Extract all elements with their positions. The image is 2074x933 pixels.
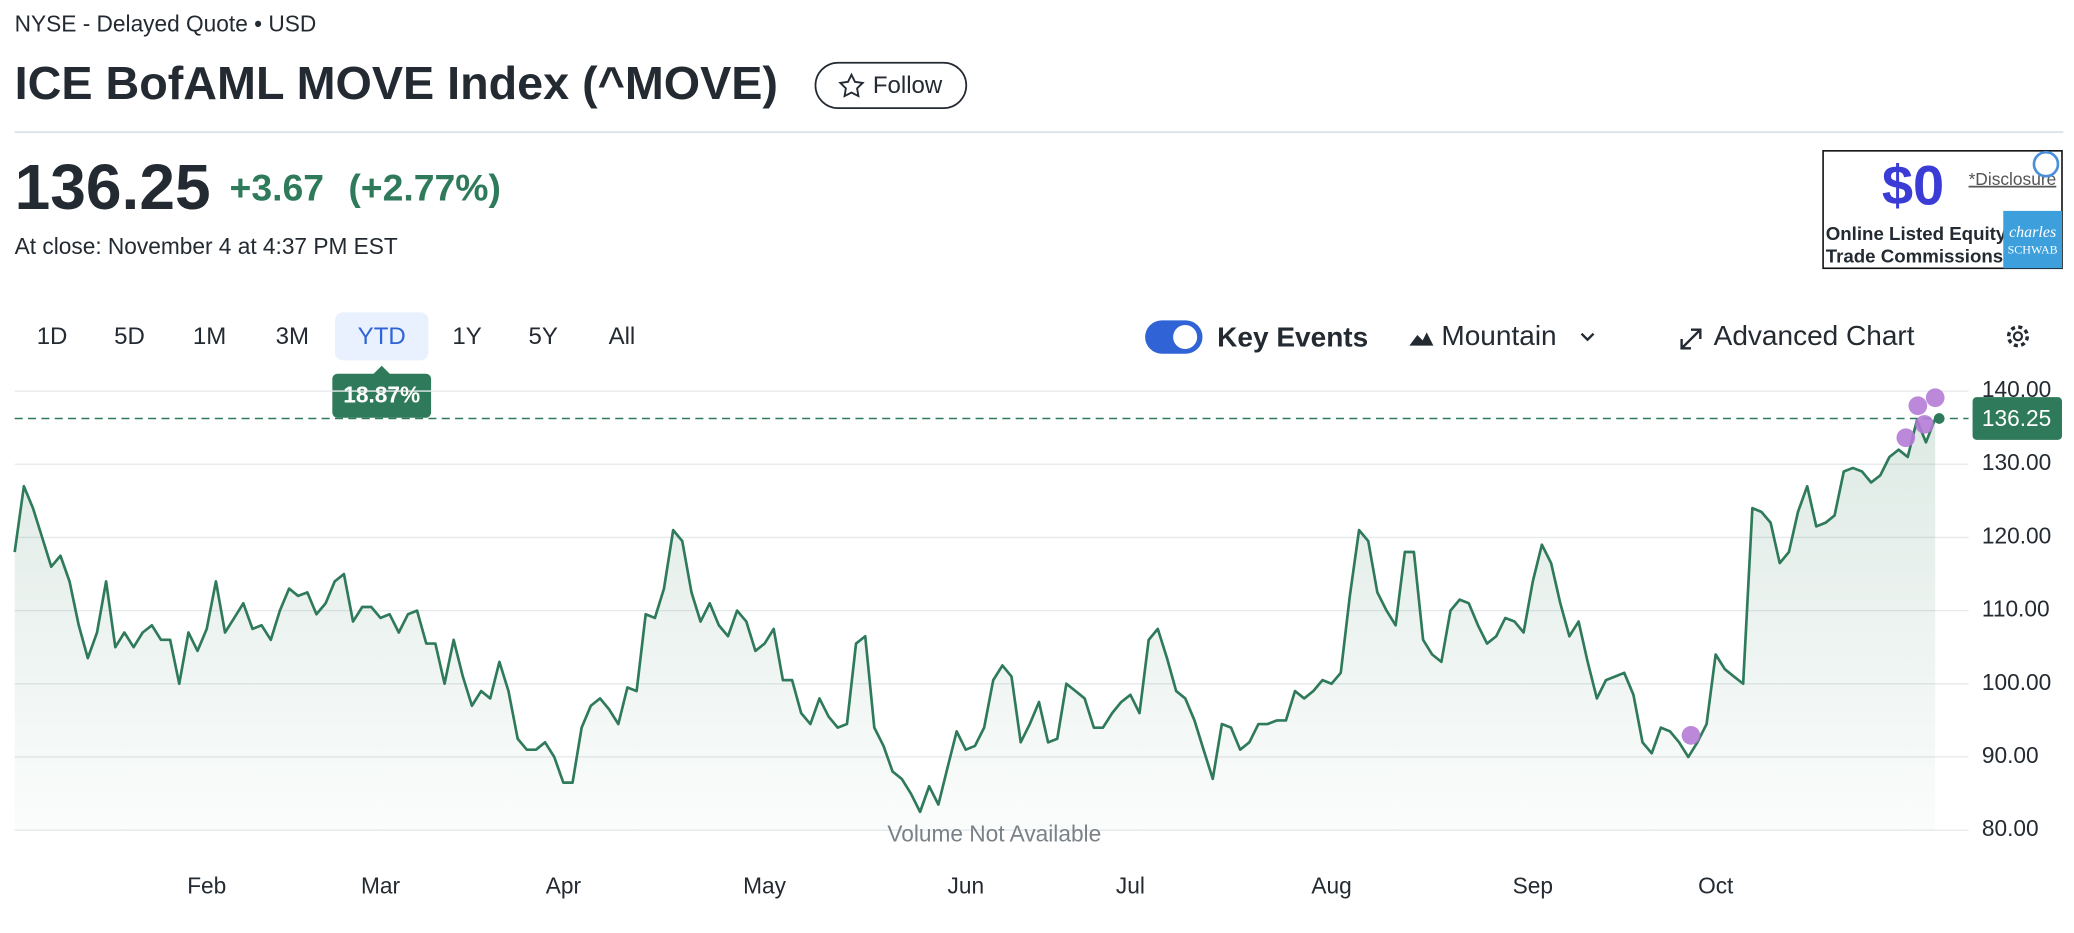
close-time: At close: November 4 at 4:37 PM EST [15, 233, 398, 259]
follow-button[interactable] [814, 61, 968, 109]
y-tick-label: 130.00 [1982, 449, 2051, 475]
event-dot[interactable] [1925, 388, 1945, 408]
event-dot[interactable] [1915, 415, 1934, 434]
x-tick-label: Feb [187, 873, 226, 899]
x-tick-label: Aug [1311, 873, 1351, 899]
tooltip-label: 18.87% [343, 381, 420, 407]
x-tick-label: Oct [1698, 873, 1734, 899]
event-dot[interactable] [1896, 428, 1916, 448]
ad-brand1: charles [2009, 224, 2056, 241]
events [1681, 388, 1945, 745]
exchange: NYSE - Delayed Quote • USD [15, 10, 317, 36]
event-dot[interactable] [1908, 396, 1928, 416]
y-tick-label: 80.00 [1982, 815, 2039, 841]
event-dot[interactable] [1681, 726, 1701, 745]
settings-center [2012, 331, 2024, 342]
ad-disclosure[interactable]: *Disclosure [1969, 169, 2057, 189]
advanced-chart[interactable]: Advanced Chart [1714, 320, 1915, 351]
plot: 80.0090.00100.00110.00120.00130.00140.00… [13, 376, 2062, 899]
change: +3.67 [230, 167, 325, 209]
toggle-knob [1173, 324, 1198, 350]
last-close-label: 136.25 [1982, 405, 2051, 431]
x-tick-label: Jul [1116, 873, 1145, 899]
last-close-badge [1972, 397, 2062, 440]
range-button[interactable]: All [609, 323, 636, 350]
range-button[interactable]: 5D [114, 323, 145, 350]
range-button[interactable]: 3M [276, 323, 309, 350]
price: 136.25 [15, 151, 211, 223]
range-button[interactable]: 1Y [452, 323, 481, 350]
y-tick-label: 120.00 [1982, 522, 2051, 548]
last-point [1933, 413, 1945, 424]
expand-icon [1680, 328, 1702, 350]
range-button[interactable]: 1M [193, 323, 226, 350]
ad-line1: Online Listed Equity [1826, 223, 2007, 244]
range-button[interactable]: 5Y [529, 323, 558, 350]
ad-logo [2003, 210, 2062, 269]
key-events[interactable]: Key Events [1217, 321, 1368, 352]
ad-line2: Trade Commissions. [1826, 246, 2009, 267]
chart-type[interactable]: Mountain [1441, 320, 1556, 351]
change-pct: (+2.77%) [348, 167, 501, 209]
ad-brand2: SCHWAB [2008, 243, 2058, 257]
range-button[interactable]: YTD [358, 323, 406, 350]
range-selected [334, 312, 429, 361]
range-bar: 1D 5D 1M 3M YTD 18.87% 1Y 5Y All [37, 312, 636, 418]
y-tick-label: 110.00 [1982, 596, 2050, 622]
settings-icon[interactable] [2006, 325, 2030, 348]
x-tick-label: Mar [361, 873, 400, 899]
follow-label: Follow [873, 72, 943, 99]
annotation: Volume Not Available [887, 820, 1101, 846]
x-tick-label: Apr [546, 873, 582, 899]
star-icon [838, 72, 865, 98]
title: ICE BofAML MOVE Index (^MOVE) [15, 57, 778, 109]
range-button[interactable]: 1D [37, 323, 68, 350]
mountain-icon [1409, 332, 1434, 346]
y-tick-label: 90.00 [1982, 742, 2039, 768]
x-tick-label: Sep [1513, 873, 1553, 899]
tooltip-pointer [372, 365, 392, 376]
ad-info[interactable] [2032, 150, 2060, 178]
x-tick-label: May [743, 873, 786, 899]
tooltip [332, 373, 432, 418]
area-fill [14, 418, 1936, 831]
price-line [13, 418, 1937, 814]
y-tick-label: 100.00 [1982, 669, 2051, 695]
x-tick-label: Jun [948, 873, 985, 899]
ad[interactable]: $0 *Disclosure Online Listed Equity Trad… [1822, 150, 2063, 270]
chevron [1580, 332, 1595, 342]
ad-amount: $0 [1882, 153, 1944, 216]
